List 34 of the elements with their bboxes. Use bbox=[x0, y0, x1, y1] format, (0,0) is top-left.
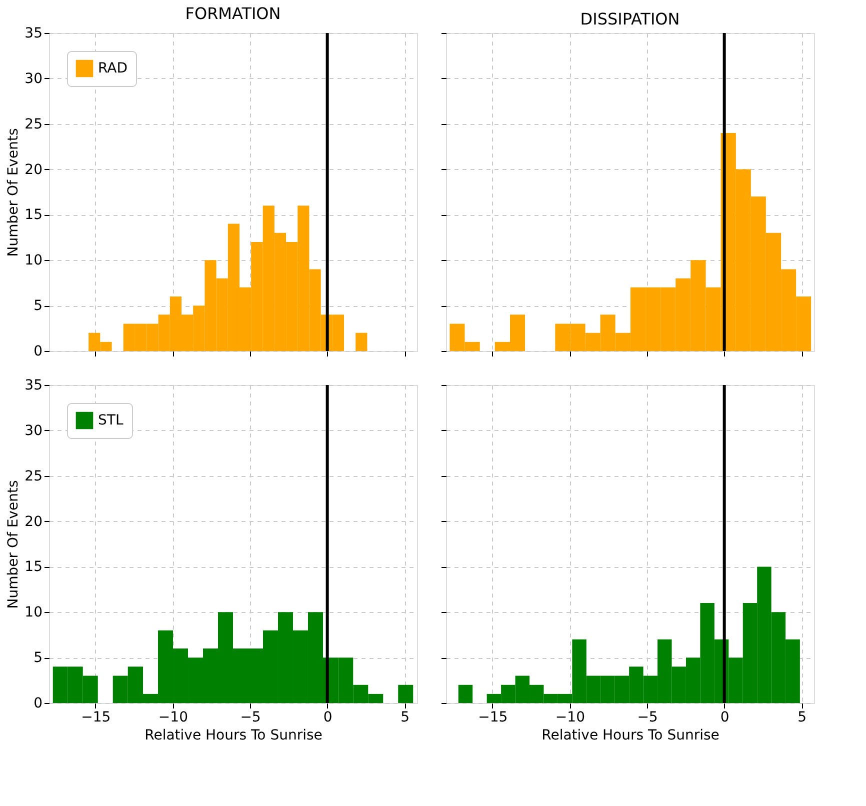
x-tick-label: −10 bbox=[158, 710, 188, 726]
y-tick-label: 25 bbox=[24, 116, 42, 132]
x-tick-label: −5 bbox=[240, 710, 261, 726]
x-tick-label: −10 bbox=[555, 710, 585, 726]
y-tick-label: 10 bbox=[24, 252, 42, 269]
x-tick-label: −5 bbox=[637, 710, 658, 726]
y-tick-label: 30 bbox=[24, 422, 42, 439]
x-tick-label: 0 bbox=[720, 710, 730, 726]
y-tick-label: 20 bbox=[24, 514, 42, 530]
chart-title: FORMATION bbox=[185, 4, 281, 23]
x-tick-label: −15 bbox=[478, 710, 508, 726]
x-tick-label: 0 bbox=[323, 710, 332, 726]
y-tick-label: 35 bbox=[24, 378, 42, 394]
y-axis-title: Number Of Events bbox=[6, 128, 22, 257]
y-tick-label: 0 bbox=[34, 696, 42, 712]
y-tick-label: 10 bbox=[24, 604, 42, 621]
y-tick-label: 35 bbox=[24, 26, 42, 42]
y-tick-label: 15 bbox=[24, 207, 42, 224]
x-tick-label: 5 bbox=[798, 710, 807, 726]
y-tick-label: 0 bbox=[34, 344, 42, 360]
legend-label: STL bbox=[98, 412, 124, 428]
x-tick-label: −15 bbox=[81, 710, 111, 726]
y-tick-label: 5 bbox=[34, 650, 42, 666]
y-tick-label: 25 bbox=[24, 468, 42, 484]
y-tick-label: 15 bbox=[24, 559, 42, 576]
legend-label: RAD bbox=[98, 60, 128, 76]
x-tick-label: 5 bbox=[400, 710, 410, 726]
x-axis-title: Relative Hours To Sunrise bbox=[542, 728, 720, 744]
y-tick-label: 20 bbox=[24, 162, 42, 178]
y-tick-label: 5 bbox=[34, 298, 42, 314]
x-axis-title: Relative Hours To Sunrise bbox=[144, 728, 322, 744]
chart-title: DISSIPATION bbox=[580, 10, 680, 28]
y-axis-title: Number Of Events bbox=[6, 480, 22, 609]
y-tick-label: 30 bbox=[24, 70, 42, 87]
